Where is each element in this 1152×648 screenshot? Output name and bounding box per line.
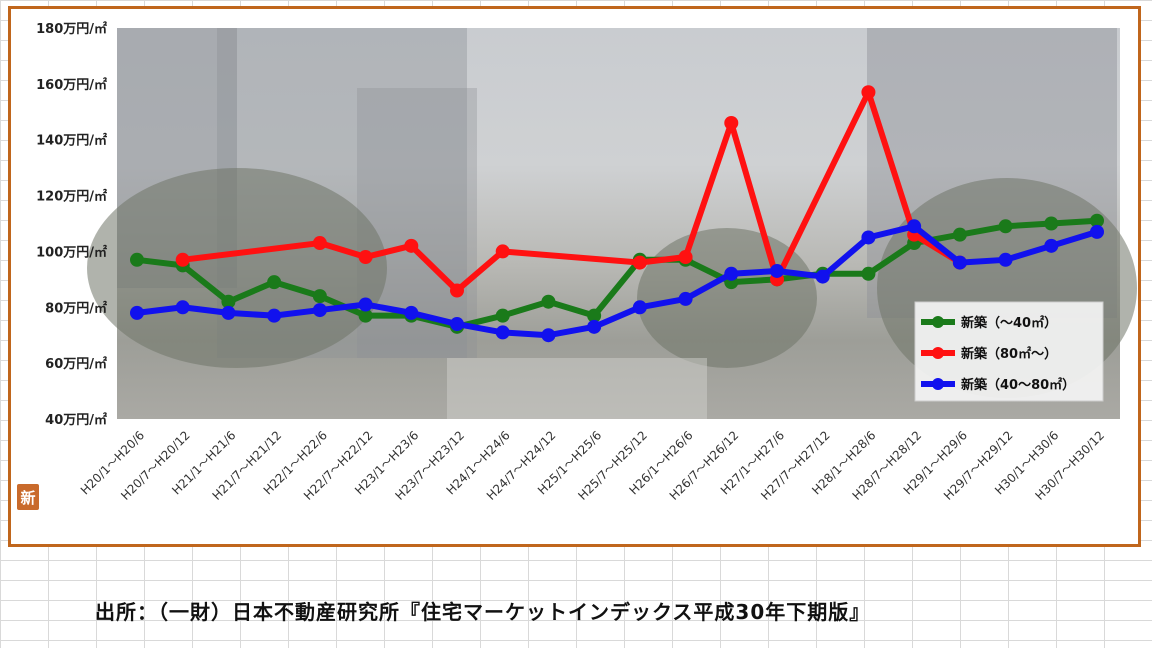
data-point [130,252,144,267]
data-point [632,255,647,270]
data-point [358,250,373,265]
data-point [678,291,693,306]
data-point [312,236,327,251]
data-point [312,289,327,304]
data-point [495,308,510,323]
legend-label: 新築（40～80㎡） [961,377,1075,393]
data-point [358,308,373,323]
source-note: 出所：（一財）日本不動産研究所『住宅マーケットインデックス平成30年下期版』 [95,600,871,624]
data-point [861,266,876,281]
data-point [221,305,236,320]
legend-marker [932,378,944,390]
data-point [1090,213,1104,228]
legend-marker [932,316,944,328]
y-tick-label: 120万円/㎡ [36,189,107,205]
series-line [134,217,1100,330]
y-tick-label: 80万円/㎡ [45,300,107,316]
data-point [678,250,693,265]
y-tick-label: 60万円/㎡ [45,356,107,372]
data-point [815,269,830,284]
data-point [952,255,967,270]
data-point [130,305,144,320]
data-point [770,263,784,278]
data-point [907,219,922,234]
data-point [998,219,1013,234]
data-point [450,283,464,298]
data-point [404,305,419,320]
data-point [541,294,556,309]
company-logo-icon: 新 [17,484,39,510]
data-point [724,266,739,281]
legend-label: 新築（～40㎡） [961,315,1057,331]
series-line [134,223,1100,339]
data-point [724,115,739,130]
legend-marker [932,347,944,359]
y-tick-label: 160万円/㎡ [36,77,107,93]
data-point [267,308,282,323]
data-point [998,252,1013,267]
data-point [495,325,510,340]
data-point [1044,238,1059,253]
legend-label: 新築（80㎡～） [961,346,1057,362]
data-point [541,328,556,343]
data-point [587,319,602,334]
data-point [952,227,967,242]
data-point [404,238,419,253]
data-point [221,294,236,309]
data-point [587,308,602,323]
y-tick-label: 140万円/㎡ [36,133,107,149]
data-point [1044,216,1059,231]
data-point [450,317,464,332]
data-point [358,297,373,312]
data-point [175,252,190,267]
y-tick-label: 40万円/㎡ [45,412,107,428]
y-tick-label: 180万円/㎡ [36,21,107,37]
y-tick-label: 100万円/㎡ [36,244,107,260]
data-point [632,300,647,315]
data-point [861,85,876,100]
data-point [267,275,282,290]
data-point [495,244,510,259]
data-point [175,300,190,315]
data-point [1090,224,1104,239]
data-point [861,230,876,245]
data-point [312,303,327,318]
